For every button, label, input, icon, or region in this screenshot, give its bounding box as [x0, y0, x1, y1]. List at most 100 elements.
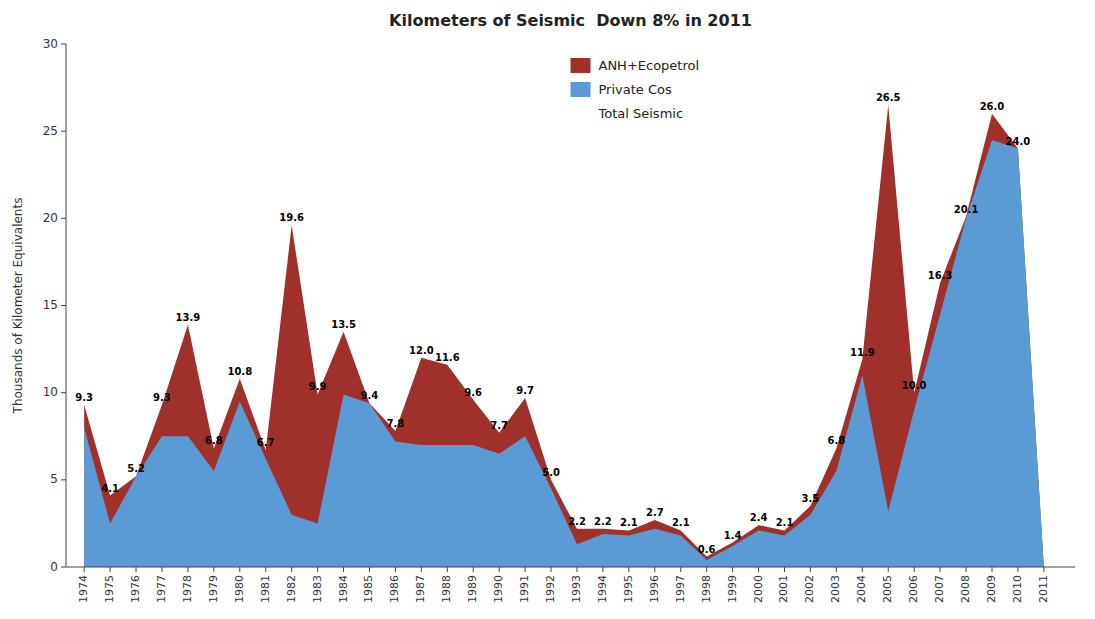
x-tick — [706, 567, 707, 572]
x-tick — [862, 567, 863, 572]
data-label: 4.1 — [101, 483, 119, 494]
x-tick-label: 1990 — [492, 575, 505, 603]
data-label: 5.0 — [542, 467, 560, 478]
x-tick — [291, 567, 292, 572]
x-tick — [628, 567, 629, 572]
legend-label: ANH+Ecopetrol — [599, 58, 700, 73]
x-tick-label: 2010 — [1011, 575, 1024, 603]
x-tick-label: 2011 — [1037, 575, 1050, 603]
y-tick — [61, 392, 66, 393]
x-tick-label: 1991 — [518, 575, 531, 603]
data-label: 2.2 — [594, 516, 612, 527]
x-tick — [680, 567, 681, 572]
x-tick — [499, 567, 500, 572]
x-tick — [966, 567, 967, 572]
x-tick-label: 1984 — [337, 575, 350, 603]
x-tick-label: 2001 — [777, 575, 790, 603]
x-tick — [473, 567, 474, 572]
data-label: 19.6 — [279, 212, 304, 223]
x-axis-line — [66, 567, 1075, 568]
x-tick-label: 2000 — [752, 575, 765, 603]
x-tick-label: 1989 — [466, 575, 479, 603]
data-label: 7.7 — [490, 420, 508, 431]
x-tick — [551, 567, 552, 572]
x-tick — [343, 567, 344, 572]
legend-swatch — [571, 82, 591, 97]
x-tick — [914, 567, 915, 572]
x-tick — [110, 567, 111, 572]
data-label: 20.1 — [954, 204, 979, 215]
data-label: 6.8 — [205, 435, 223, 446]
x-tick — [1043, 567, 1044, 572]
legend-label: Private Cos — [599, 82, 672, 97]
x-tick — [369, 567, 370, 572]
data-label: 13.9 — [176, 312, 201, 323]
x-tick-label: 1986 — [388, 575, 401, 603]
x-tick — [317, 567, 318, 572]
y-tick — [61, 567, 66, 568]
data-label: 24.0 — [1006, 136, 1031, 147]
x-tick — [84, 567, 85, 572]
x-tick-label: 1988 — [440, 575, 453, 603]
y-tick-label: 15 — [43, 298, 58, 312]
x-tick-label: 1978 — [181, 575, 194, 603]
x-tick — [447, 567, 448, 572]
x-tick — [136, 567, 137, 572]
data-label: 2.1 — [672, 517, 690, 528]
data-label: 6.8 — [828, 435, 846, 446]
y-tick-label: 30 — [43, 37, 58, 51]
y-tick-label: 25 — [43, 124, 58, 138]
x-tick-label: 1985 — [362, 575, 375, 603]
x-tick-label: 1998 — [700, 575, 713, 603]
x-tick-label: 1995 — [622, 575, 635, 603]
x-tick-label: 1999 — [726, 575, 739, 603]
legend-swatch — [571, 58, 591, 73]
x-tick-label: 2009 — [985, 575, 998, 603]
x-tick — [576, 567, 577, 572]
x-tick — [421, 567, 422, 572]
data-label: 10.8 — [227, 366, 252, 377]
data-label: 10.0 — [902, 380, 927, 391]
x-tick-label: 2002 — [803, 575, 816, 603]
x-tick-label: 2006 — [907, 575, 920, 603]
x-tick-label: 1987 — [414, 575, 427, 603]
data-labels: 9.34.15.29.313.96.810.86.719.69.913.59.4… — [75, 92, 1030, 555]
data-label: 2.1 — [620, 517, 638, 528]
x-tick-label: 1993 — [570, 575, 583, 603]
data-label: 16.3 — [928, 270, 953, 281]
data-label: 7.8 — [387, 418, 405, 429]
y-tick — [61, 131, 66, 132]
data-label: 11.9 — [850, 347, 875, 358]
data-label: 9.6 — [464, 387, 482, 398]
x-tick-label: 2003 — [829, 575, 842, 603]
x-tick — [888, 567, 889, 572]
data-label: 12.0 — [409, 345, 434, 356]
x-tick-label: 1982 — [285, 575, 298, 603]
x-tick-label: 1977 — [155, 575, 168, 603]
x-tick-label: 1980 — [233, 575, 246, 603]
x-tick-label: 1981 — [259, 575, 272, 603]
x-tick — [940, 567, 941, 572]
chart: Kilometers of Seismic Down 8% in 2011Tho… — [0, 0, 1095, 619]
data-label: 11.6 — [435, 352, 460, 363]
x-tick — [758, 567, 759, 572]
area — [84, 105, 1044, 567]
x-tick — [654, 567, 655, 572]
y-tick-label: 20 — [43, 211, 58, 225]
x-tick-label: 1979 — [207, 575, 220, 603]
legend-label: Total Seismic — [598, 106, 684, 121]
x-tick — [213, 567, 214, 572]
x-tick-label: 1983 — [311, 575, 324, 603]
x-tick — [525, 567, 526, 572]
x-tick-label: 1997 — [674, 575, 687, 603]
x-tick — [1017, 567, 1018, 572]
x-tick-label: 2008 — [959, 575, 972, 603]
data-label: 9.7 — [516, 385, 534, 396]
x-tick-label: 1996 — [648, 575, 661, 603]
axes: 0510152025301974197519761977197819791980… — [43, 37, 1075, 604]
x-tick-label: 2004 — [855, 575, 868, 603]
y-tick-label: 10 — [43, 385, 58, 399]
data-label: 0.6 — [698, 544, 716, 555]
data-label: 9.4 — [361, 390, 379, 401]
data-label: 2.4 — [750, 512, 768, 523]
